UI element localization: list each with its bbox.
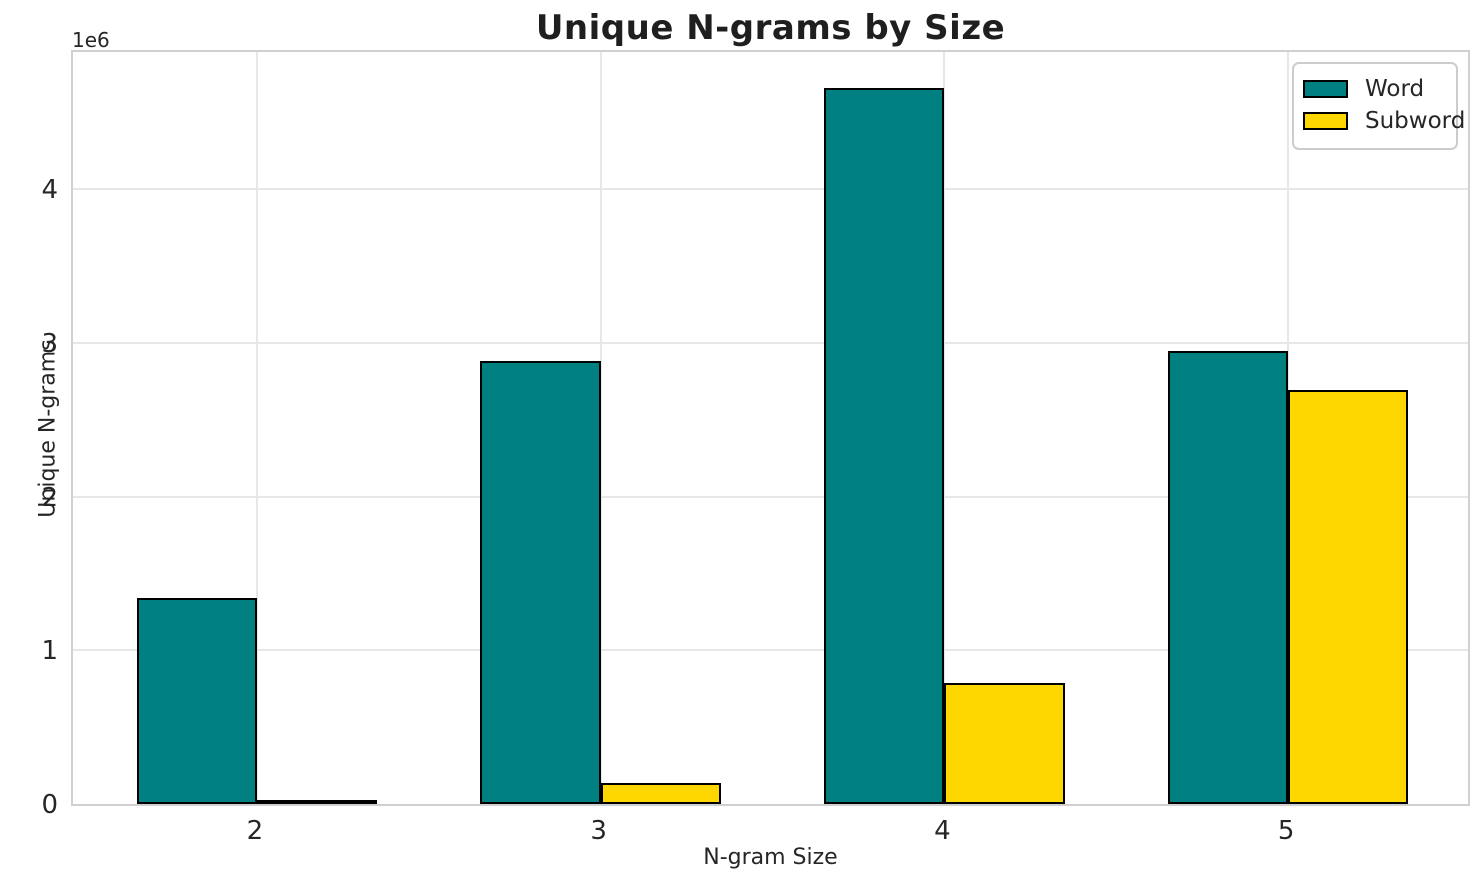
bar-word-3	[480, 361, 601, 804]
legend-swatch-subword	[1303, 112, 1348, 130]
bar-word-4	[824, 87, 945, 804]
y-tick-label: 3	[41, 328, 58, 359]
bar-subword-4	[944, 683, 1065, 804]
y-tick-label: 1	[41, 636, 58, 667]
chart-title: Unique N-grams by Size	[535, 8, 1006, 48]
legend-item: Subword	[1303, 108, 1465, 134]
y-tick-label: 4	[41, 175, 58, 206]
x-tick-label: 4	[934, 816, 951, 846]
gridline-h	[73, 188, 1468, 191]
plot-inner	[73, 52, 1468, 804]
bar-word-5	[1167, 350, 1289, 804]
gridline-h	[73, 495, 1468, 498]
bar-subword-2	[256, 800, 378, 804]
x-axis-label: N-gram Size	[703, 845, 838, 870]
legend: Word Subword	[1292, 62, 1465, 150]
gridline-h	[73, 342, 1468, 345]
legend-label: Subword	[1365, 108, 1466, 134]
legend-item: Word	[1303, 76, 1446, 102]
bar-subword-5	[1288, 389, 1409, 804]
x-tick-label: 3	[590, 816, 607, 846]
bar-word-2	[136, 598, 257, 804]
x-tick-label: 5	[1277, 816, 1295, 846]
legend-swatch-word	[1303, 80, 1348, 98]
gridline-h	[73, 649, 1468, 652]
x-tick-label: 2	[246, 816, 264, 846]
gridline-v	[255, 52, 258, 804]
gridline-v	[943, 52, 946, 804]
plot-area	[71, 50, 1470, 806]
bar-subword-3	[600, 783, 721, 804]
gridline-v	[599, 52, 602, 804]
legend-label: Word	[1365, 76, 1425, 102]
y-tick-label: 0	[41, 789, 58, 820]
y-axis-offset-label: 1e6	[72, 28, 110, 52]
y-tick-label: 2	[41, 482, 58, 513]
